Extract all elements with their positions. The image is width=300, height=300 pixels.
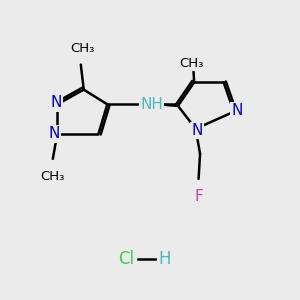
- Text: N: N: [50, 95, 61, 110]
- Text: CH₃: CH₃: [40, 170, 65, 183]
- Text: N: N: [48, 126, 59, 141]
- Text: Cl: Cl: [118, 250, 134, 268]
- Text: F: F: [194, 189, 203, 204]
- Text: N: N: [231, 103, 242, 118]
- Text: NH: NH: [140, 98, 163, 112]
- Text: CH₃: CH₃: [180, 57, 204, 70]
- Text: N: N: [191, 123, 203, 138]
- Text: CH₃: CH₃: [70, 42, 94, 55]
- Text: H: H: [158, 250, 170, 268]
